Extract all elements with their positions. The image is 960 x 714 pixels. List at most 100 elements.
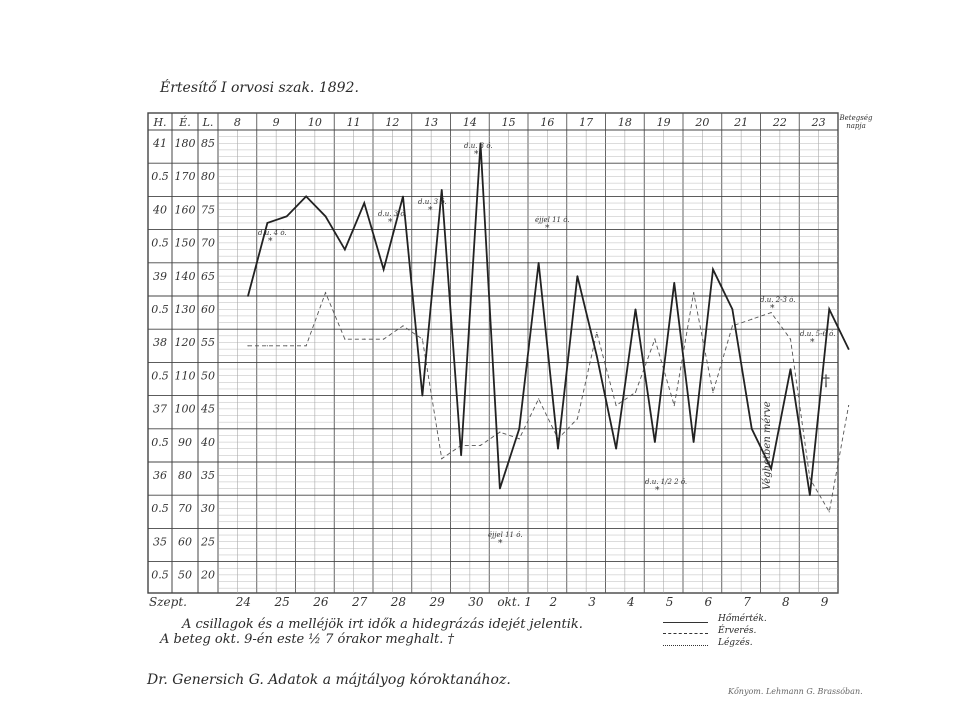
respiration-point bbox=[363, 338, 365, 340]
date-label-3: 27 bbox=[351, 595, 368, 609]
h-label: 38 bbox=[153, 336, 167, 349]
e-label: 120 bbox=[175, 336, 196, 349]
day-header-13: 13 bbox=[424, 116, 438, 129]
day-header-21: 21 bbox=[733, 116, 748, 129]
temperature-point bbox=[305, 195, 307, 198]
respiration-point bbox=[809, 478, 811, 480]
l-label: 25 bbox=[200, 535, 215, 548]
date-label-6: 30 bbox=[468, 595, 484, 609]
respiration-point bbox=[731, 325, 733, 327]
h-label: 41 bbox=[152, 137, 167, 150]
column-header-0: H. bbox=[152, 116, 166, 129]
day-header-12: 12 bbox=[385, 116, 399, 129]
respiration-point bbox=[538, 398, 540, 400]
respiration-line bbox=[248, 291, 850, 514]
temperature-point bbox=[673, 281, 676, 284]
respiration-point bbox=[712, 391, 714, 393]
temperature-point bbox=[750, 428, 753, 430]
chill-note-ejjel-a-star: * bbox=[545, 224, 550, 234]
legend-thermometer-line bbox=[663, 622, 708, 623]
temperature-point bbox=[634, 308, 637, 311]
legend-pulse-line bbox=[663, 633, 708, 634]
column-header-2: L. bbox=[202, 116, 214, 129]
chill-note-du3-b: d.u. 3 ó. bbox=[418, 198, 447, 206]
footer-printer: Kőnyom. Lehmann G. Brassóban. bbox=[728, 687, 863, 696]
respiration-point bbox=[615, 404, 617, 407]
temperature-point bbox=[421, 394, 424, 397]
temperature-point bbox=[557, 447, 559, 450]
respiration-point bbox=[828, 511, 830, 513]
day-header-17: 17 bbox=[579, 116, 593, 129]
date-label-13: 7 bbox=[743, 595, 751, 609]
temperature-point bbox=[285, 215, 288, 218]
respiration-point bbox=[344, 338, 346, 340]
e-label: 140 bbox=[175, 270, 196, 283]
chill-note-du4: d.u. 4 ó. bbox=[258, 229, 287, 237]
legend-respiration-label: Légzés. bbox=[718, 638, 753, 648]
respiration-point bbox=[479, 444, 482, 446]
respiration-point bbox=[634, 391, 637, 393]
e-label: 50 bbox=[178, 569, 192, 582]
respiration-point bbox=[751, 318, 753, 320]
date-label-2: 26 bbox=[312, 595, 329, 609]
date-label-1: 25 bbox=[273, 595, 289, 609]
chill-note-du12-star: * bbox=[655, 486, 660, 496]
day-header-8: 8 bbox=[234, 116, 241, 129]
date-label-14: 8 bbox=[782, 595, 790, 609]
date-label-4: 28 bbox=[390, 595, 407, 609]
temperature-point bbox=[382, 268, 385, 271]
temperature-point bbox=[770, 467, 772, 470]
respiration-point bbox=[305, 345, 307, 347]
respiration-point bbox=[596, 331, 598, 334]
h-label: 0.5 bbox=[151, 369, 169, 382]
respiration-point bbox=[402, 325, 404, 327]
e-label: 90 bbox=[178, 436, 192, 449]
l-label: 60 bbox=[201, 303, 215, 316]
vertical-note: Véghetben mérve bbox=[762, 401, 773, 490]
respiration-point bbox=[789, 338, 792, 340]
e-label: 170 bbox=[175, 170, 196, 183]
temperature-point bbox=[440, 188, 443, 191]
day-header-18: 18 bbox=[618, 116, 632, 129]
chill-note-du3-a-star: * bbox=[388, 218, 393, 228]
temperature-point bbox=[266, 222, 269, 224]
l-label: 50 bbox=[201, 369, 215, 382]
date-label-10: 4 bbox=[626, 595, 635, 609]
temperature-point bbox=[344, 248, 346, 251]
h-label: 39 bbox=[153, 270, 167, 283]
e-label: 150 bbox=[175, 237, 196, 250]
sickness-day-label-1: Betegség bbox=[839, 114, 873, 122]
date-label-12: 6 bbox=[705, 595, 713, 609]
chill-note-du3-c: d.u. 3 ó. bbox=[464, 142, 493, 150]
day-header-15: 15 bbox=[502, 116, 516, 129]
date-label-9: 3 bbox=[588, 595, 596, 609]
temperature-point bbox=[518, 428, 521, 430]
l-label: 45 bbox=[200, 403, 215, 416]
respiration-point bbox=[441, 458, 443, 460]
l-label: 85 bbox=[201, 137, 215, 150]
day-header-16: 16 bbox=[540, 116, 554, 129]
h-label: 40 bbox=[152, 203, 167, 216]
chill-note-du56-star: * bbox=[810, 338, 815, 348]
temperature-point bbox=[828, 308, 831, 311]
e-label: 130 bbox=[175, 303, 196, 316]
respiration-point bbox=[770, 312, 772, 314]
e-label: 110 bbox=[175, 369, 196, 382]
death-cross: † bbox=[822, 371, 830, 390]
e-label: 80 bbox=[178, 469, 192, 482]
temperature-point bbox=[499, 487, 501, 490]
chill-note-du56: d.u. 5-6 ó. bbox=[800, 330, 835, 338]
chill-note-du4-star: * bbox=[268, 237, 273, 247]
h-label: 0.5 bbox=[151, 237, 169, 250]
temperature-point bbox=[324, 215, 327, 218]
e-label: 180 bbox=[175, 137, 196, 150]
temperature-point bbox=[731, 308, 734, 311]
chill-note-du3-a: d.u. 3 ó. bbox=[378, 210, 407, 218]
temperature-point bbox=[363, 202, 366, 204]
temperature-point bbox=[247, 295, 249, 297]
temperature-point bbox=[615, 447, 617, 450]
e-label: 70 bbox=[178, 502, 192, 515]
day-header-19: 19 bbox=[657, 116, 671, 129]
chill-note-du23: d.u. 2-3 ó. bbox=[760, 296, 795, 304]
day-header-22: 22 bbox=[772, 116, 787, 129]
